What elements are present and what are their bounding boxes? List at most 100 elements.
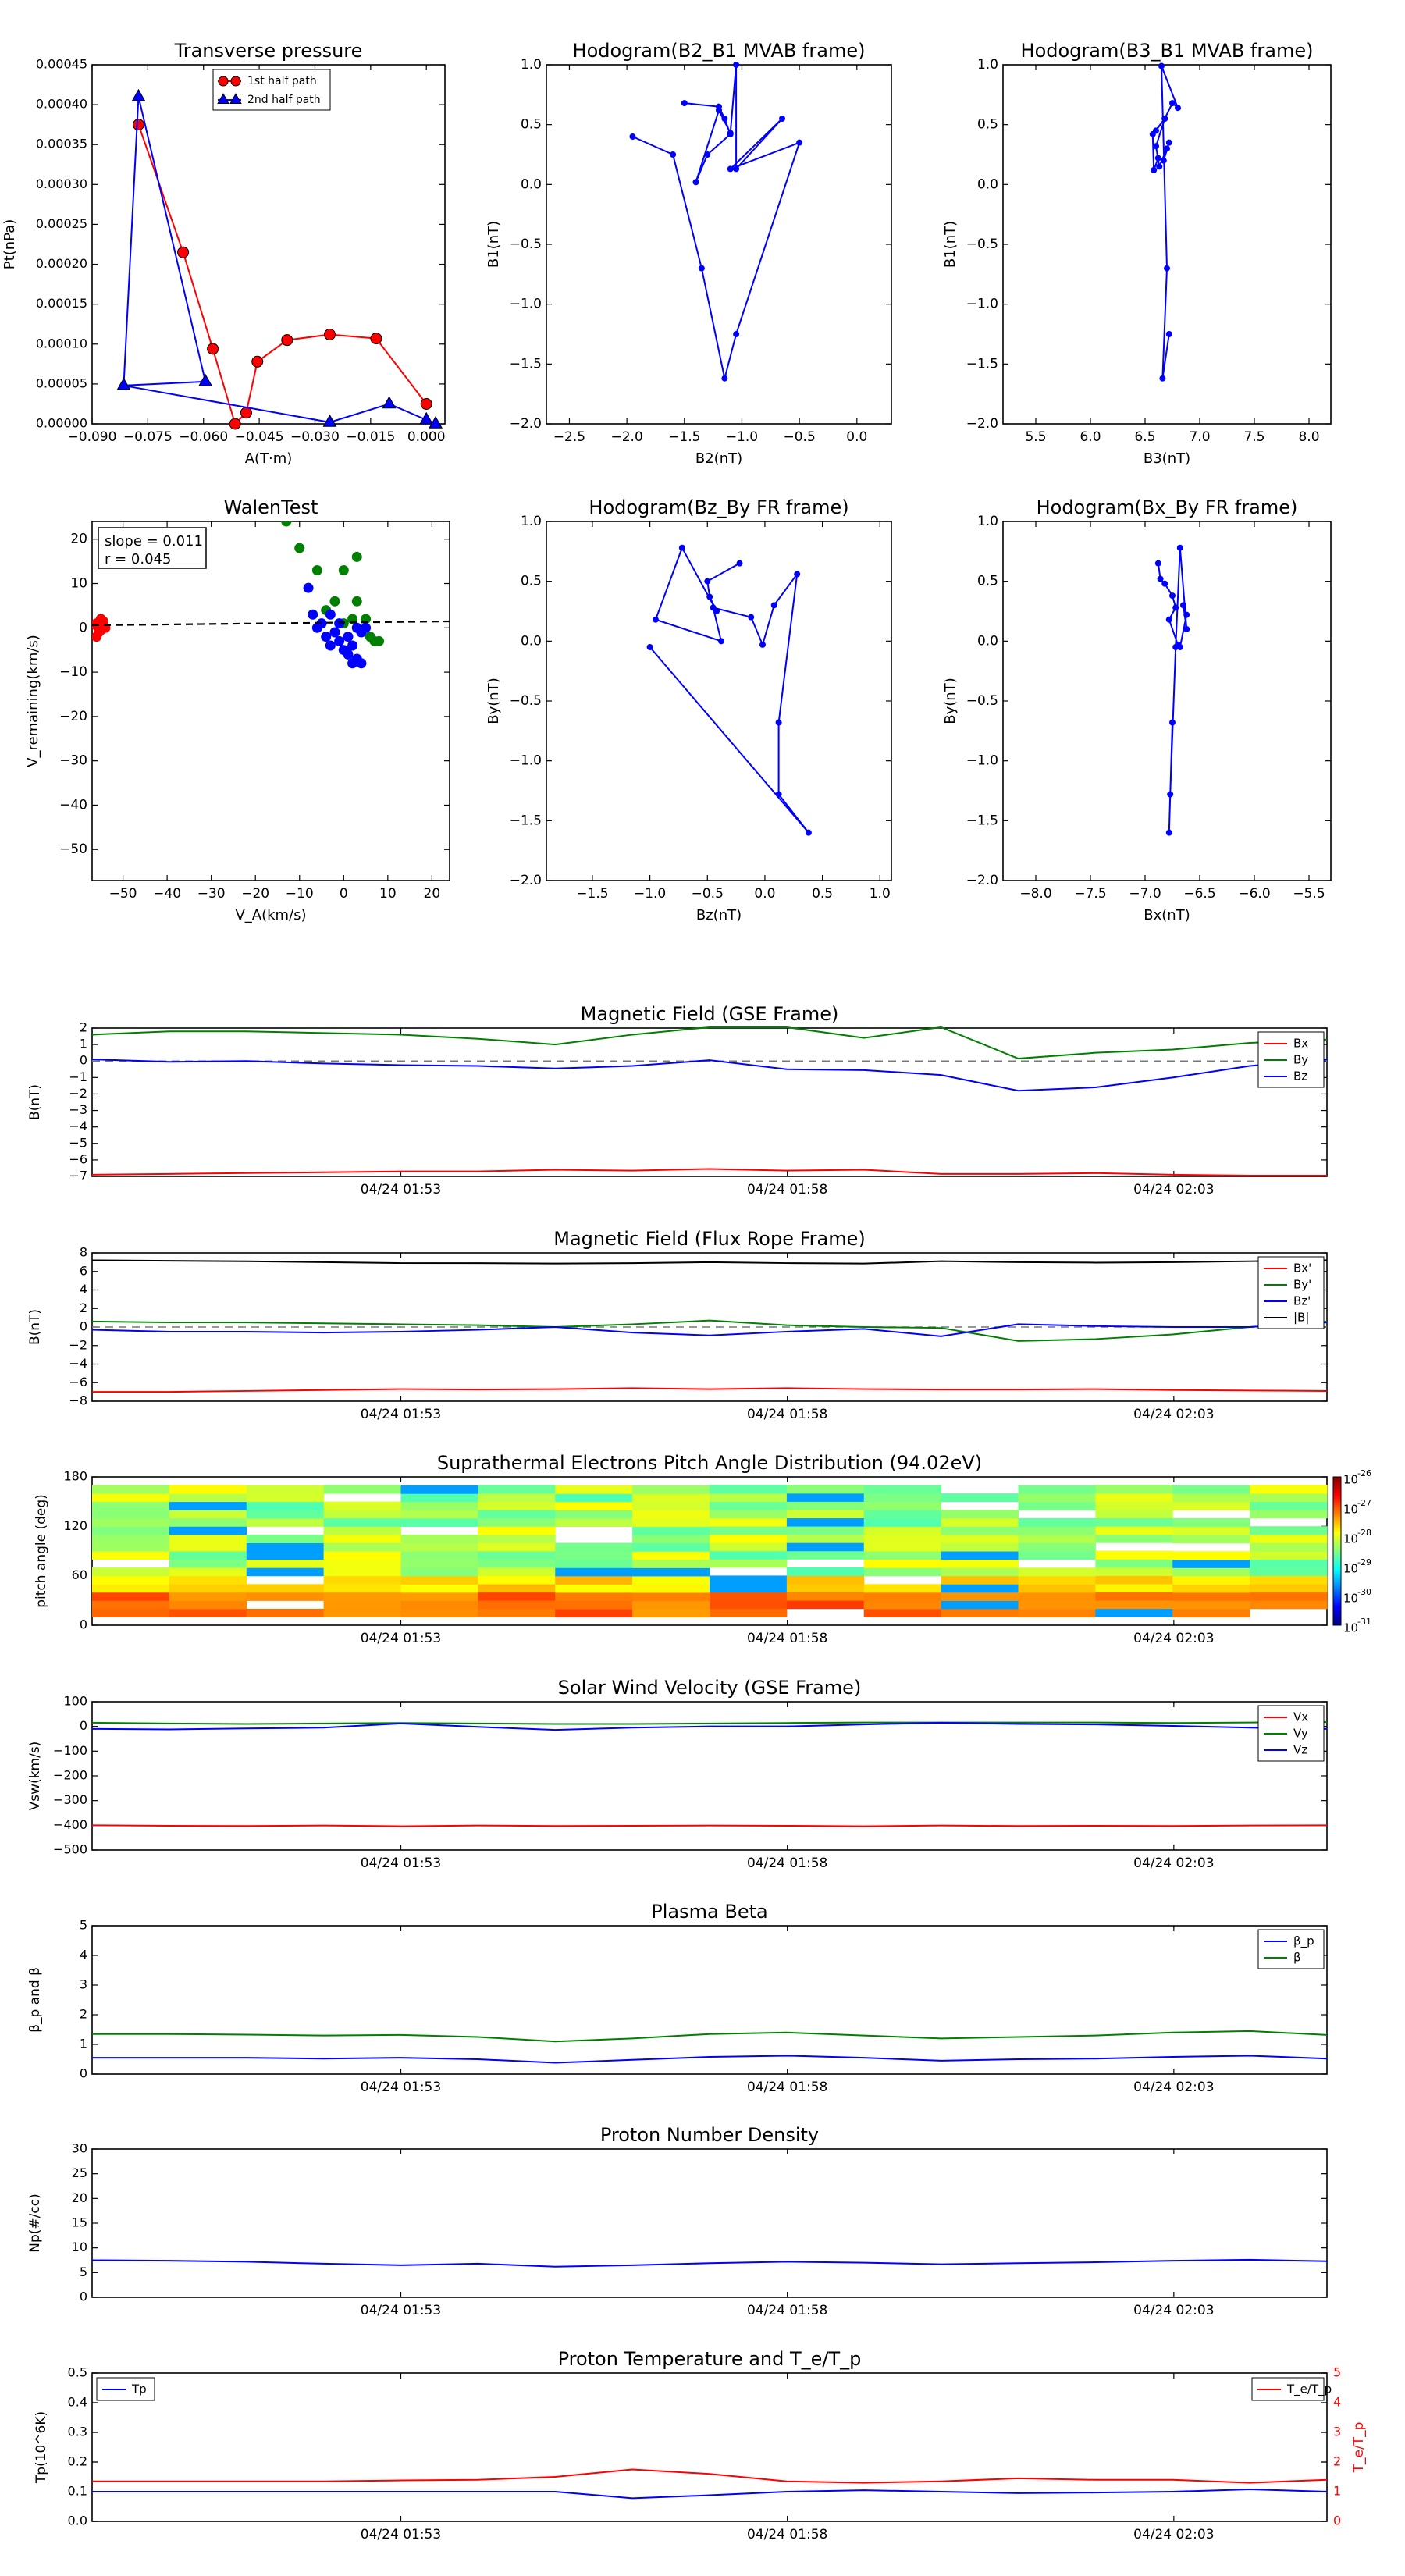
y-tick-label: −5	[69, 1135, 87, 1150]
colorbar-exponent: -26	[1357, 1468, 1371, 1478]
heatmap-cell	[246, 1485, 325, 1494]
y-tick-label: −1.0	[966, 753, 998, 769]
heatmap-cell	[92, 1584, 170, 1593]
y-axis-label: B1(nT)	[486, 221, 502, 268]
heatmap-cell	[555, 1501, 633, 1510]
annotation-text: r = 0.045	[105, 551, 171, 568]
heatmap-cell	[1250, 1501, 1328, 1510]
chart-pad: Suprathermal Electrons Pitch Angle Distr…	[34, 1452, 1371, 1646]
heatmap-cell	[941, 1510, 1019, 1519]
heatmap-cell	[1172, 1584, 1250, 1593]
data-point	[1151, 166, 1158, 173]
heatmap-cell	[246, 1501, 325, 1510]
heatmap-cell	[1250, 1526, 1328, 1535]
heatmap-cell	[1250, 1534, 1328, 1543]
x-tick-label: −30	[197, 886, 226, 902]
chart-title: Hodogram(Bx_By FR frame)	[1037, 496, 1298, 518]
x-tick-label: 04/24 01:53	[361, 1856, 441, 1871]
chart-h2: Hodogram(B3_B1 MVAB frame) 5.5 6.0 6.5 7.0 7.…	[942, 40, 1332, 467]
y-tick-label: 0.00030	[36, 176, 87, 191]
heatmap-cell	[710, 1485, 788, 1494]
y-tick-label: 0	[80, 1718, 87, 1733]
heatmap-cell	[323, 1592, 401, 1601]
heatmap-cell	[863, 1501, 942, 1510]
y-tick-label: −4	[69, 1119, 87, 1133]
y-tick-label: 0.0	[977, 633, 998, 649]
x-tick-label: 04/24 01:53	[361, 2527, 441, 2542]
data-point	[294, 543, 305, 553]
heatmap-cell	[1095, 1493, 1173, 1502]
x-tick-label: 04/24 02:03	[1133, 2080, 1214, 2095]
heatmap-cell	[1018, 1542, 1096, 1552]
y-tick-label: 4	[80, 1948, 87, 1962]
heatmap-cell	[400, 1493, 478, 1503]
heatmap-cell	[863, 1542, 942, 1552]
y-tick-label: −3	[69, 1102, 87, 1117]
heatmap-cell	[169, 1493, 247, 1503]
x-tick-label: 10	[379, 886, 397, 902]
chart-title: Magnetic Field (Flux Rope Frame)	[553, 1228, 865, 1250]
series-line	[1157, 547, 1188, 833]
chart-title: Plasma Beta	[651, 1901, 767, 1923]
heatmap-cell	[632, 1535, 710, 1544]
data-point	[1169, 100, 1176, 107]
legend-label: |B|	[1293, 1311, 1309, 1325]
y-tick-label: −7	[69, 1169, 87, 1183]
data-point	[325, 609, 336, 620]
heatmap-cell	[169, 1592, 247, 1601]
legend-label: β	[1293, 1951, 1301, 1965]
heatmap-cell	[1018, 1501, 1096, 1510]
heatmap-cell	[632, 1600, 710, 1610]
data-point	[1159, 375, 1166, 382]
data-point	[1169, 719, 1176, 726]
heatmap-cell	[710, 1575, 788, 1585]
data-point	[770, 602, 777, 609]
data-point	[1158, 62, 1165, 69]
heatmap-cell	[786, 1567, 865, 1576]
heatmap-cell	[400, 1592, 478, 1601]
x-tick-label: −7.5	[1074, 886, 1106, 902]
heatmap-cell	[941, 1542, 1019, 1552]
heatmap-cell	[1095, 1485, 1173, 1494]
heatmap-cell	[400, 1551, 478, 1560]
heatmap-cell	[863, 1608, 942, 1617]
data-point	[717, 638, 724, 645]
heatmap-cell	[246, 1517, 325, 1527]
x-tick-label: −2.5	[553, 429, 585, 445]
heatmap-cell	[632, 1493, 710, 1503]
x-tick-label: 04/24 01:58	[747, 1182, 827, 1197]
colorbar-label: 10	[1343, 1503, 1358, 1517]
data-point	[1164, 265, 1170, 272]
heatmap-cell	[786, 1501, 865, 1510]
data-point	[316, 618, 327, 629]
data-point	[1165, 331, 1172, 337]
heatmap-cell	[1018, 1600, 1096, 1610]
data-point	[325, 640, 336, 651]
data-point	[692, 179, 699, 186]
heatmap-cell	[478, 1600, 556, 1610]
heatmap-cell	[863, 1534, 942, 1543]
y-tick-label: 1.0	[977, 57, 998, 73]
heatmap-cell	[786, 1583, 865, 1593]
x-tick-label: 04/24 01:53	[361, 2080, 441, 2095]
y-tick-label: −30	[59, 753, 87, 769]
heatmap-cell	[478, 1517, 556, 1527]
chart-bgse: Magnetic Field (GSE Frame) −7 −6−5 −4 −3−2 −1…	[27, 1003, 1328, 1197]
x-tick-label: −0.5	[783, 429, 815, 445]
heatmap-cell	[400, 1575, 478, 1585]
data-point	[1160, 157, 1167, 164]
heatmap-cell	[555, 1592, 633, 1601]
heatmap-cell	[169, 1600, 247, 1610]
heatmap-cell	[478, 1510, 556, 1519]
heatmap-cell	[1250, 1542, 1328, 1552]
legend-label: Vz	[1293, 1743, 1307, 1757]
heatmap-cell	[323, 1534, 401, 1543]
y-tick-label: −1.0	[510, 297, 542, 312]
heatmap-cell	[478, 1575, 556, 1585]
heatmap-cell	[1018, 1575, 1096, 1585]
heatmap-cell	[1095, 1592, 1173, 1601]
x-tick-label: 04/24 01:58	[747, 1407, 827, 1422]
colorbar-exponent: -28	[1357, 1528, 1371, 1538]
data-point	[230, 76, 241, 87]
heatmap-cell	[863, 1526, 942, 1535]
